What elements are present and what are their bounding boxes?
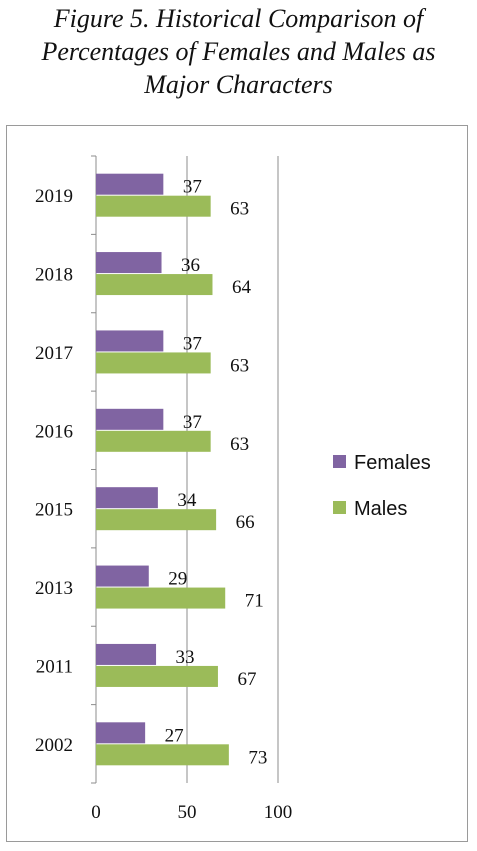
y-tick-label: 2015 — [35, 500, 73, 521]
bar-males — [96, 509, 217, 531]
chart-title-line-1: Figure 5. Historical Comparison of — [53, 4, 424, 33]
chart-frame — [6, 125, 468, 842]
data-label-females: 37 — [183, 333, 202, 354]
data-label-males: 73 — [248, 747, 267, 768]
data-label-females: 34 — [177, 490, 197, 511]
y-tick-label: 2002 — [35, 735, 73, 756]
y-tick-label: 2011 — [36, 656, 73, 677]
bar-males — [96, 352, 211, 374]
bar-females — [96, 173, 164, 195]
data-label-females: 27 — [165, 725, 184, 746]
bar-females — [96, 643, 157, 665]
bar-females — [96, 408, 164, 430]
legend-swatch-females — [333, 455, 346, 468]
bar-females — [96, 252, 162, 274]
y-tick-label: 2013 — [35, 578, 73, 599]
bar-females — [96, 565, 149, 587]
bar-males — [96, 665, 218, 687]
data-label-females: 29 — [168, 569, 187, 590]
bar-females — [96, 487, 158, 509]
y-tick-label: 2016 — [35, 421, 73, 442]
chart-title-line-2: Percentages of Females and Males as — [41, 37, 436, 66]
data-label-males: 63 — [230, 355, 249, 376]
x-tick-label: 0 — [91, 802, 101, 823]
legend-swatch-males — [333, 501, 346, 514]
data-label-males: 67 — [237, 669, 256, 690]
bar-females — [96, 722, 146, 744]
bar-males — [96, 587, 226, 609]
legend-label-females: Females — [354, 452, 431, 474]
x-tick-label: 100 — [264, 802, 293, 823]
data-label-males: 64 — [232, 277, 252, 298]
bar-males — [96, 430, 211, 452]
bar-females — [96, 330, 164, 352]
bar-males — [96, 274, 213, 296]
data-label-females: 37 — [183, 412, 202, 433]
bar-males — [96, 195, 211, 217]
legend-label-males: Males — [354, 498, 407, 520]
data-label-females: 33 — [176, 647, 195, 668]
data-label-females: 36 — [181, 255, 200, 276]
y-tick-label: 2018 — [35, 265, 73, 286]
bar-males — [96, 744, 229, 766]
x-tick-label: 50 — [178, 802, 197, 823]
data-label-males: 71 — [245, 591, 264, 612]
chart-title-line-3: Major Characters — [144, 70, 333, 99]
y-tick-label: 2017 — [35, 343, 73, 364]
data-label-males: 63 — [230, 434, 249, 455]
chart-title: Figure 5. Historical Comparison of Perce… — [0, 2, 477, 101]
data-label-females: 37 — [183, 177, 202, 198]
y-tick-label: 2019 — [35, 186, 73, 207]
data-label-males: 66 — [236, 512, 255, 533]
data-label-males: 63 — [230, 199, 249, 220]
